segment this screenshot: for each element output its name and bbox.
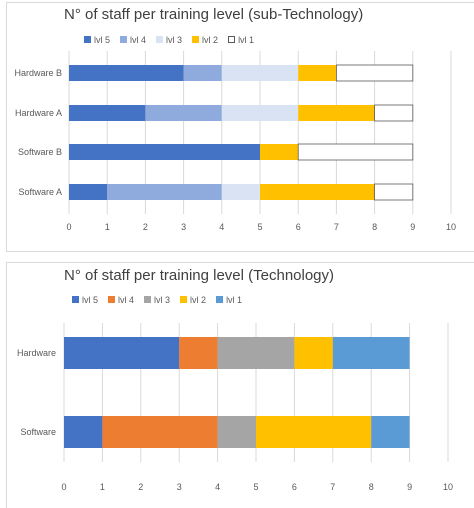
bar-software-b-lvl-2 [260, 144, 299, 160]
legend-item-lvl-1: lvl 1 [228, 35, 254, 45]
x-tick-label: 7 [330, 482, 335, 492]
bar-hardware-a-lvl-4 [145, 105, 222, 121]
legend-label: lvl 5 [94, 34, 111, 45]
bar-software-lvl-1 [371, 416, 410, 448]
x-tick-label: 10 [446, 222, 456, 232]
bar-hardware-b-lvl-5 [69, 65, 184, 81]
bar-hardware-a-lvl-3 [221, 105, 299, 121]
legend-label: lvl 3 [154, 294, 171, 305]
legend-swatch [192, 36, 200, 43]
x-tick-label: 4 [215, 482, 220, 492]
bar-software-lvl-5 [64, 416, 103, 448]
x-tick-label: 2 [143, 222, 148, 232]
legend-swatch [108, 296, 116, 303]
bar-hardware-a-lvl-5 [69, 105, 146, 121]
x-tick-label: 4 [219, 222, 224, 232]
legend-swatch [144, 296, 152, 303]
bar-hardware-a-lvl-2 [298, 105, 375, 121]
chart-technology: N° of staff per training level (Technolo… [0, 260, 474, 508]
legend-label: lvl 5 [82, 294, 99, 305]
x-tick-label: 3 [177, 482, 182, 492]
legend-item-lvl-3: lvl 3 [144, 295, 170, 305]
bar-hardware-b-lvl-1 [335, 64, 414, 82]
chart-legend: lvl 5 lvl 4 lvl 3 lvl 2 lvl 1 [84, 30, 264, 45]
bar-hardware-a-lvl-1 [374, 104, 414, 122]
bar-software-a-lvl-2 [260, 184, 375, 200]
category-label-hardware-a: Hardware A [15, 108, 62, 118]
legend-swatch [72, 296, 79, 303]
bar-software-a-lvl-1 [374, 183, 414, 201]
legend-label: lvl 1 [238, 34, 255, 45]
bar-software-lvl-4 [102, 416, 218, 448]
chart-sub-technology: N° of staff per training level (sub-Tech… [6, 2, 474, 252]
x-tick-label: 2 [138, 482, 143, 492]
chart-legend: lvl 5 lvl 4 lvl 3 lvl 2 lvl 1 [72, 290, 252, 305]
bar-hardware-lvl-2 [294, 337, 333, 369]
legend-label: lvl 4 [130, 34, 147, 45]
x-tick-label: 1 [100, 482, 105, 492]
legend-item-lvl-1: lvl 1 [216, 295, 242, 305]
bar-hardware-b-lvl-4 [183, 65, 222, 81]
chart-title: N° of staff per training level (Technolo… [64, 267, 335, 284]
legend-swatch [120, 36, 128, 43]
bar-software-lvl-3 [217, 416, 256, 448]
x-tick-label: 1 [105, 222, 110, 232]
x-tick-label: 7 [334, 222, 339, 232]
bar-software-a-lvl-5 [69, 184, 108, 200]
bar-software-a-lvl-3 [221, 184, 260, 200]
bar-hardware-lvl-4 [179, 337, 218, 369]
legend-label: lvl 3 [166, 34, 183, 45]
x-tick-label: 0 [66, 222, 71, 232]
chart-title: N° of staff per training level (sub-Tech… [64, 6, 364, 23]
legend-item-lvl-2: lvl 2 [192, 35, 218, 45]
category-label-software-b: Software B [18, 147, 62, 157]
bar-hardware-b-lvl-3 [221, 65, 299, 81]
chart-frame [6, 2, 474, 252]
x-tick-label: 9 [410, 222, 415, 232]
bar-software-a-lvl-4 [107, 184, 222, 200]
legend-label: lvl 2 [190, 294, 207, 305]
x-tick-label: 6 [292, 482, 297, 492]
x-tick-label: 8 [369, 482, 374, 492]
legend-swatch [84, 36, 91, 43]
category-label-software: Software [20, 427, 56, 437]
category-label-hardware-b: Hardware B [14, 68, 62, 78]
legend-label: lvl 1 [226, 294, 243, 305]
x-tick-label: 5 [257, 222, 262, 232]
x-tick-label: 0 [61, 482, 66, 492]
chart-plot-area: 0 1 2 3 4 5 6 7 8 9 10 Software Hardware [17, 323, 453, 492]
chart-plot-area: 0 1 2 3 4 5 6 7 8 9 10 Software A Software B Hardware… [14, 51, 456, 232]
legend-swatch [228, 36, 236, 43]
legend-item-lvl-4: lvl 4 [108, 295, 134, 305]
category-label-hardware: Hardware [17, 348, 56, 358]
legend-swatch [156, 36, 164, 43]
legend-item-lvl-5: lvl 5 [84, 35, 110, 45]
x-tick-label: 10 [443, 482, 453, 492]
legend-item-lvl-3: lvl 3 [156, 35, 182, 45]
x-tick-label: 6 [296, 222, 301, 232]
legend-label: lvl 2 [202, 34, 219, 45]
legend-item-lvl-5: lvl 5 [72, 295, 98, 305]
bar-hardware-lvl-1 [332, 337, 410, 369]
bar-software-lvl-2 [256, 416, 372, 448]
bar-hardware-lvl-5 [64, 337, 180, 369]
legend-item-lvl-4: lvl 4 [120, 35, 146, 45]
bar-hardware-lvl-3 [217, 337, 295, 369]
category-label-software-a: Software A [18, 187, 62, 197]
bar-hardware-b-lvl-2 [298, 65, 337, 81]
x-tick-label: 3 [181, 222, 186, 232]
x-tick-label: 8 [372, 222, 377, 232]
legend-item-lvl-2: lvl 2 [180, 295, 206, 305]
legend-swatch [216, 296, 224, 303]
chart-frame [6, 262, 474, 508]
legend-swatch [180, 296, 188, 303]
bar-software-b-lvl-1 [297, 143, 414, 161]
legend-label: lvl 4 [118, 294, 135, 305]
x-tick-label: 5 [253, 482, 258, 492]
x-tick-label: 9 [407, 482, 412, 492]
bar-software-b-lvl-5 [69, 144, 260, 160]
